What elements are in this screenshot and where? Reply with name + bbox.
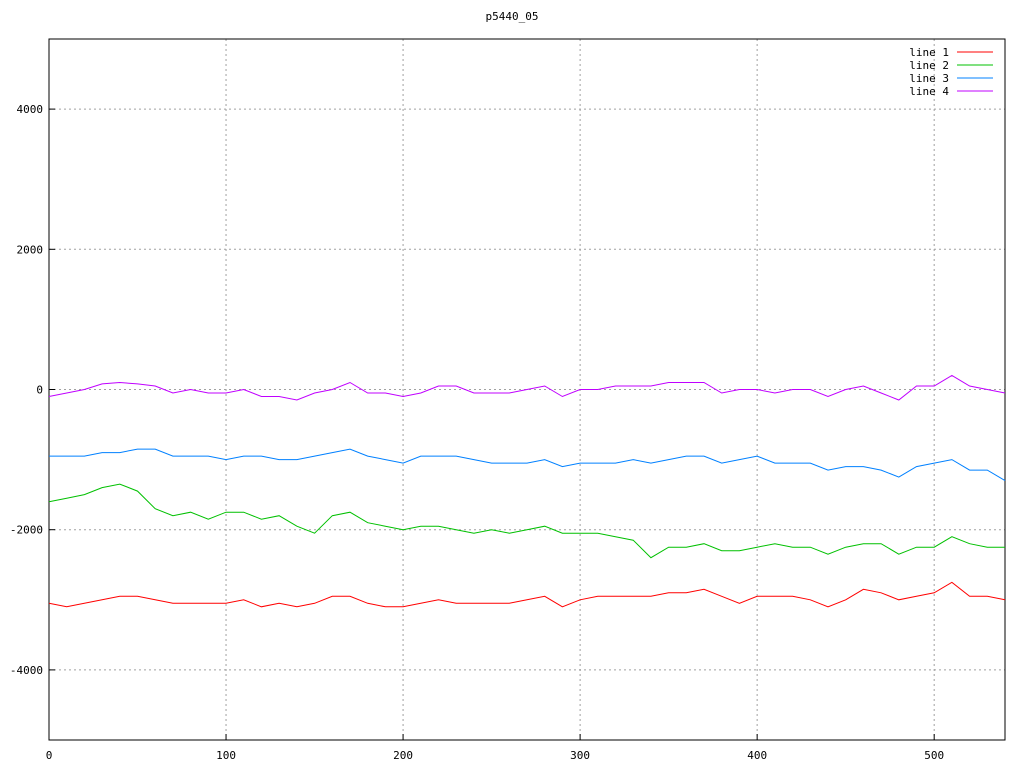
plot-frame [48, 38, 1006, 741]
legend-label: line 1 [909, 46, 949, 59]
x-tick-label: 100 [216, 749, 236, 762]
data-line [48, 581, 1006, 608]
data-line [49, 448, 1006, 482]
y-tick-label: 4000 [17, 103, 44, 116]
y-tick-label: 0 [36, 384, 43, 397]
legend-label: line 4 [909, 85, 949, 98]
y-tick-label: -4000 [10, 664, 43, 677]
legend-label: line 3 [909, 72, 949, 85]
legend-label: line 2 [909, 59, 949, 72]
x-tick-label: 500 [924, 749, 944, 762]
x-tick-label: 200 [393, 749, 413, 762]
chart-title: p5440_05 [486, 10, 539, 23]
x-tick-label: 0 [46, 749, 53, 762]
data-line [48, 483, 1005, 559]
y-tick-label: -2000 [10, 524, 43, 537]
y-tick-label: 2000 [17, 243, 44, 256]
x-tick-label: 400 [747, 749, 767, 762]
x-tick-label: 300 [570, 749, 590, 762]
data-line [48, 374, 1006, 401]
